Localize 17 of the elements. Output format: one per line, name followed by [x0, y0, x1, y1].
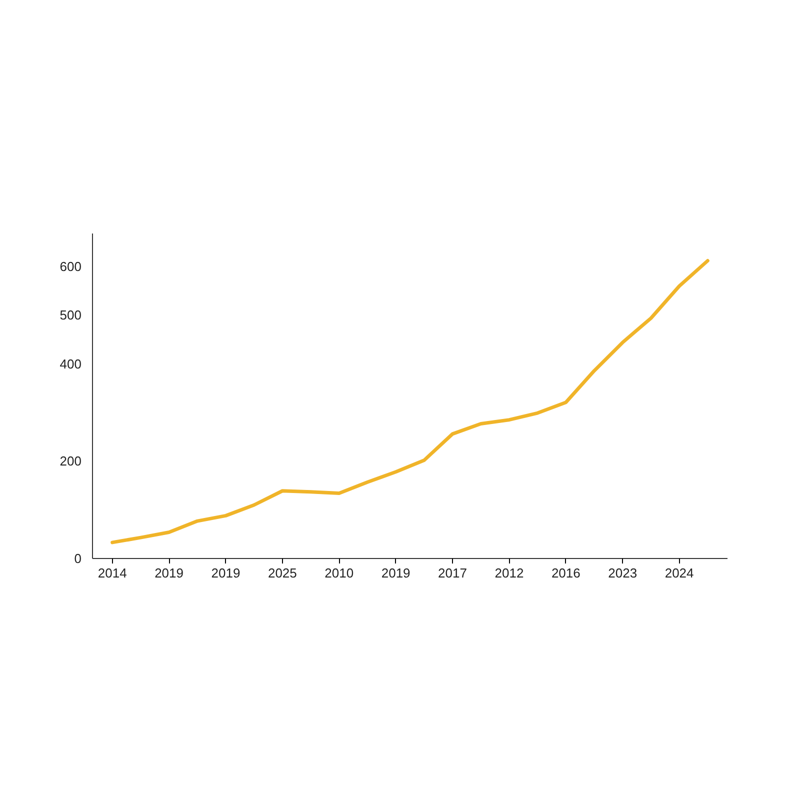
x-tick-label: 2025 [268, 566, 297, 580]
x-tick-label: 2017 [438, 566, 467, 580]
y-tick-label: 0 [74, 551, 82, 566]
x-tick-label: 2024 [664, 566, 694, 580]
x-tick-label: 2019 [154, 566, 184, 580]
x-tick-label: 2019 [211, 566, 240, 580]
x-tick-label: 2012 [494, 566, 524, 580]
y-tick-label: 500 [60, 308, 82, 323]
x-tick-label: 2014 [98, 566, 127, 580]
line-series [110, 258, 710, 544]
y-tick-label: 600 [60, 259, 82, 274]
x-tick-label: 2019 [381, 566, 410, 580]
x-tick-label: 2010 [324, 566, 354, 580]
x-tick-label: 2023 [608, 566, 638, 580]
y-tick-label: 200 [60, 454, 82, 469]
y-tick-label: 400 [60, 356, 82, 372]
x-tick-label: 2016 [551, 566, 580, 580]
